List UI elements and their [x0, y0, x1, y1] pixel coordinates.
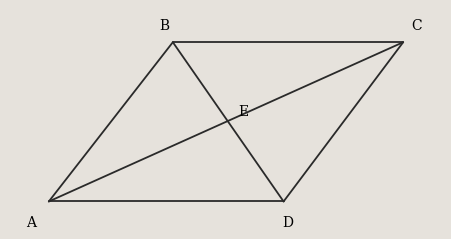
Text: A: A: [26, 216, 36, 229]
Text: D: D: [282, 216, 293, 229]
Text: C: C: [410, 19, 421, 33]
Text: E: E: [238, 105, 248, 120]
Text: B: B: [159, 19, 169, 33]
